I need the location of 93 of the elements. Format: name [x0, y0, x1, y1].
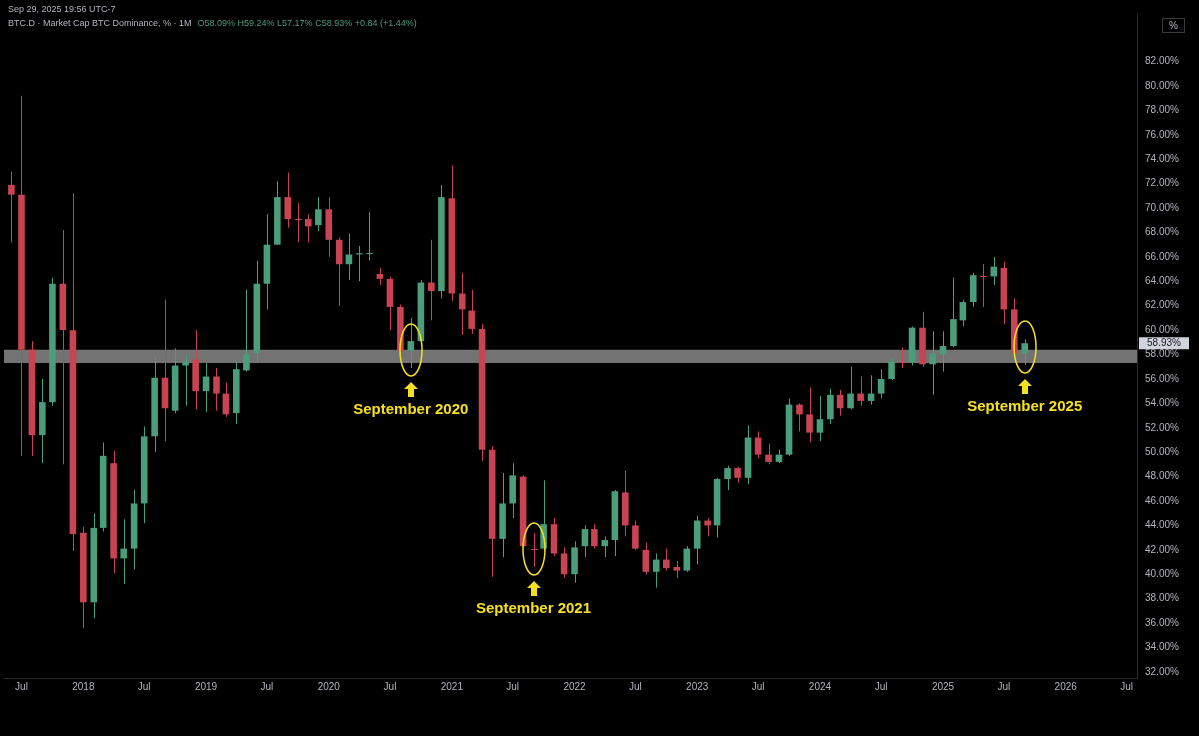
candlestick [898, 346, 907, 369]
candlestick [458, 272, 466, 336]
candlestick [754, 430, 762, 459]
candlestick [724, 465, 731, 491]
y-tick-label: 38.00% [1145, 592, 1180, 604]
candlestick [888, 357, 895, 381]
x-tick-label: Jul [874, 680, 888, 692]
y-tick-label: 66.00% [1145, 250, 1180, 262]
x-tick-label: 2025 [931, 680, 955, 692]
x-tick-label: 2018 [72, 680, 95, 692]
x-tick-label: 2024 [808, 680, 832, 692]
annotation: Sep 29, 2025 19:56 UTC-7 [8, 4, 116, 14]
y-tick-label: 40.00% [1145, 568, 1180, 579]
candlestick [683, 545, 691, 573]
candlestick [847, 366, 854, 410]
x-tick-label: Jul [1120, 680, 1133, 692]
candlestick [304, 213, 312, 243]
x-tick-label: 2022 [563, 680, 587, 692]
annotation: September 2025 [966, 396, 1084, 414]
candlestick [581, 524, 589, 558]
candlestick [8, 170, 15, 243]
x-tick-label: 2026 [1054, 680, 1078, 692]
y-tick-label: 52.00% [1145, 421, 1180, 433]
y-tick-label: 58.00% [1145, 348, 1180, 360]
candlestick [990, 256, 998, 286]
y-tick-label: 62.00% [1145, 299, 1180, 311]
candlestick [877, 368, 885, 399]
x-tick-label: Jul [628, 680, 642, 692]
y-tick-label: 42.00% [1145, 543, 1180, 555]
y-tick-label: 70.00% [1145, 201, 1180, 213]
chart-title: BTC.D · Market Cap BTC Dominance, % · 1M [8, 18, 192, 28]
x-tick-label: Jul [15, 680, 28, 692]
y-tick-label: 74.00% [1145, 153, 1180, 164]
candlestick [663, 548, 670, 572]
y-tick-label: 48.00% [1145, 470, 1180, 482]
candlestick [294, 202, 303, 243]
y-tick-label: 46.00% [1145, 494, 1180, 506]
candlestick [120, 518, 127, 585]
x-tick-label: 2019 [194, 680, 218, 692]
y-tick-label: 36.00% [1145, 616, 1180, 628]
text: 58.93% [1147, 336, 1182, 348]
candlestick [816, 395, 824, 442]
x-tick-label: Jul [383, 680, 397, 692]
candlestick [765, 443, 772, 465]
y-tick-label: 68.00% [1145, 226, 1180, 238]
y-tick-label: 76.00% [1145, 128, 1180, 140]
candlestick [857, 376, 864, 407]
candlestick [365, 211, 374, 262]
candlestick [806, 387, 813, 443]
x-tick-label: Jul [260, 680, 274, 692]
y-tick-label: 50.00% [1145, 445, 1180, 457]
candlestick [591, 523, 598, 550]
annotation: September 2020 [352, 399, 470, 417]
y-tick-label: 64.00% [1145, 275, 1180, 287]
candlestick [652, 553, 660, 589]
candlestick [642, 542, 650, 575]
x-tick-label: Jul [137, 680, 151, 692]
candlestick [632, 520, 639, 551]
y-tick-label: 72.00% [1145, 177, 1180, 189]
candlestick [428, 239, 435, 321]
candlestick [315, 196, 322, 232]
candlestick [601, 535, 609, 558]
candlestick [407, 317, 415, 369]
y-tick-label: 82.00% [1145, 55, 1180, 67]
candlestick [929, 330, 936, 396]
x-tick-label: Jul [506, 680, 520, 692]
candlestick [468, 289, 475, 335]
y-tick-label: 44.00% [1145, 519, 1180, 531]
annotation: September 2021 [474, 598, 593, 616]
y-axis-title: % [1162, 18, 1185, 33]
candlestick [1021, 338, 1028, 366]
candlestick [530, 532, 539, 568]
chart-subtitle: O58.09% H59.24% L57.17% C58.93% +0.84 (+1.44%) [197, 18, 417, 28]
y-tick-label: 78.00% [1145, 104, 1180, 116]
y-tick-label: 56.00% [1145, 372, 1180, 384]
y-tick-label: 80.00% [1145, 79, 1180, 91]
candlestick [243, 289, 250, 373]
candlestick [345, 233, 353, 281]
y-tick-label: 34.00% [1145, 641, 1180, 653]
candlestick [284, 172, 292, 229]
candlestick [182, 354, 189, 407]
y-tick-label: 54.00% [1145, 397, 1180, 409]
candlestick [939, 330, 947, 373]
x-tick-label: 2021 [440, 680, 464, 692]
candlestick [796, 402, 803, 432]
candlestick [213, 367, 220, 412]
candlestick [979, 263, 988, 308]
x-tick-label: 2023 [686, 680, 709, 692]
y-tick-label: 32.00% [1145, 665, 1180, 677]
x-tick-label: 2020 [317, 680, 341, 692]
x-tick-label: Jul [751, 680, 765, 692]
y-tick-label: 60.00% [1145, 323, 1180, 335]
x-tick-label: Jul [997, 680, 1011, 692]
